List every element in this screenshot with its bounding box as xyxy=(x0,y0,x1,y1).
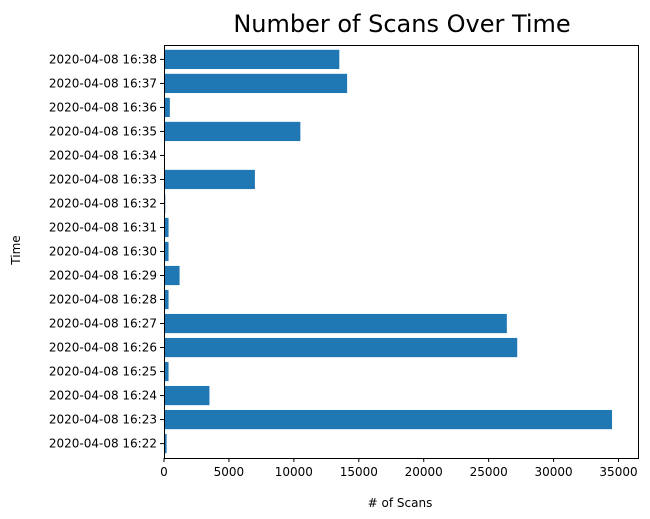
y-tick-label: 2020-04-08 16:27 xyxy=(49,317,157,331)
y-tick-label: 2020-04-08 16:23 xyxy=(49,413,157,427)
bars-group xyxy=(164,49,613,454)
x-axis-label: # of Scans xyxy=(368,496,433,510)
bar-16 xyxy=(164,49,340,70)
y-axis-label: Time xyxy=(9,235,23,265)
y-tick-label: 2020-04-08 16:35 xyxy=(49,124,157,138)
x-tick-label: 10000 xyxy=(275,465,313,479)
bar-15 xyxy=(164,73,348,94)
y-tick-label: 2020-04-08 16:31 xyxy=(49,220,157,234)
y-tick-label: 2020-04-08 16:30 xyxy=(49,245,157,259)
chart-title: Number of Scans Over Time xyxy=(233,10,570,38)
bar-2 xyxy=(164,385,210,406)
bar-13 xyxy=(164,121,301,142)
y-tick-label: 2020-04-08 16:36 xyxy=(49,100,157,114)
y-tick-label: 2020-04-08 16:24 xyxy=(49,389,157,403)
y-tick-label: 2020-04-08 16:38 xyxy=(49,52,157,66)
y-tick-label: 2020-04-08 16:26 xyxy=(49,341,157,355)
x-tick-label: 5000 xyxy=(214,465,245,479)
bar-0 xyxy=(164,433,167,454)
y-tick-label: 2020-04-08 16:22 xyxy=(49,437,157,451)
x-tick-label: 30000 xyxy=(534,465,572,479)
y-tick-label: 2020-04-08 16:37 xyxy=(49,76,157,90)
y-tick-label: 2020-04-08 16:33 xyxy=(49,172,157,186)
y-tick-label: 2020-04-08 16:32 xyxy=(49,196,157,210)
x-tick-label: 35000 xyxy=(599,465,637,479)
bar-8 xyxy=(164,241,169,262)
bar-14 xyxy=(164,97,170,118)
bar-1 xyxy=(164,409,613,430)
y-tick-label: 2020-04-08 16:28 xyxy=(49,293,157,307)
bar-5 xyxy=(164,313,507,334)
plot-frame xyxy=(164,45,639,459)
x-tick-label: 20000 xyxy=(405,465,443,479)
x-tick-label: 15000 xyxy=(340,465,378,479)
x-axis-ticks: 0 5000 10000 15000 20000 25000 30000 35000 xyxy=(160,458,638,479)
bar-4 xyxy=(164,337,518,358)
x-tick-label: 25000 xyxy=(470,465,508,479)
bar-11 xyxy=(164,169,255,190)
bar-7 xyxy=(164,265,180,286)
y-tick-label: 2020-04-08 16:25 xyxy=(49,365,157,379)
y-tick-label: 2020-04-08 16:29 xyxy=(49,269,157,283)
bar-3 xyxy=(164,361,169,382)
y-axis-ticks: 2020-04-08 16:22 2020-04-08 16:23 2020-04-… xyxy=(49,52,164,451)
bar-9 xyxy=(164,217,169,238)
bar-6 xyxy=(164,289,169,310)
x-tick-label: 0 xyxy=(160,465,168,479)
y-tick-label: 2020-04-08 16:34 xyxy=(49,148,157,162)
